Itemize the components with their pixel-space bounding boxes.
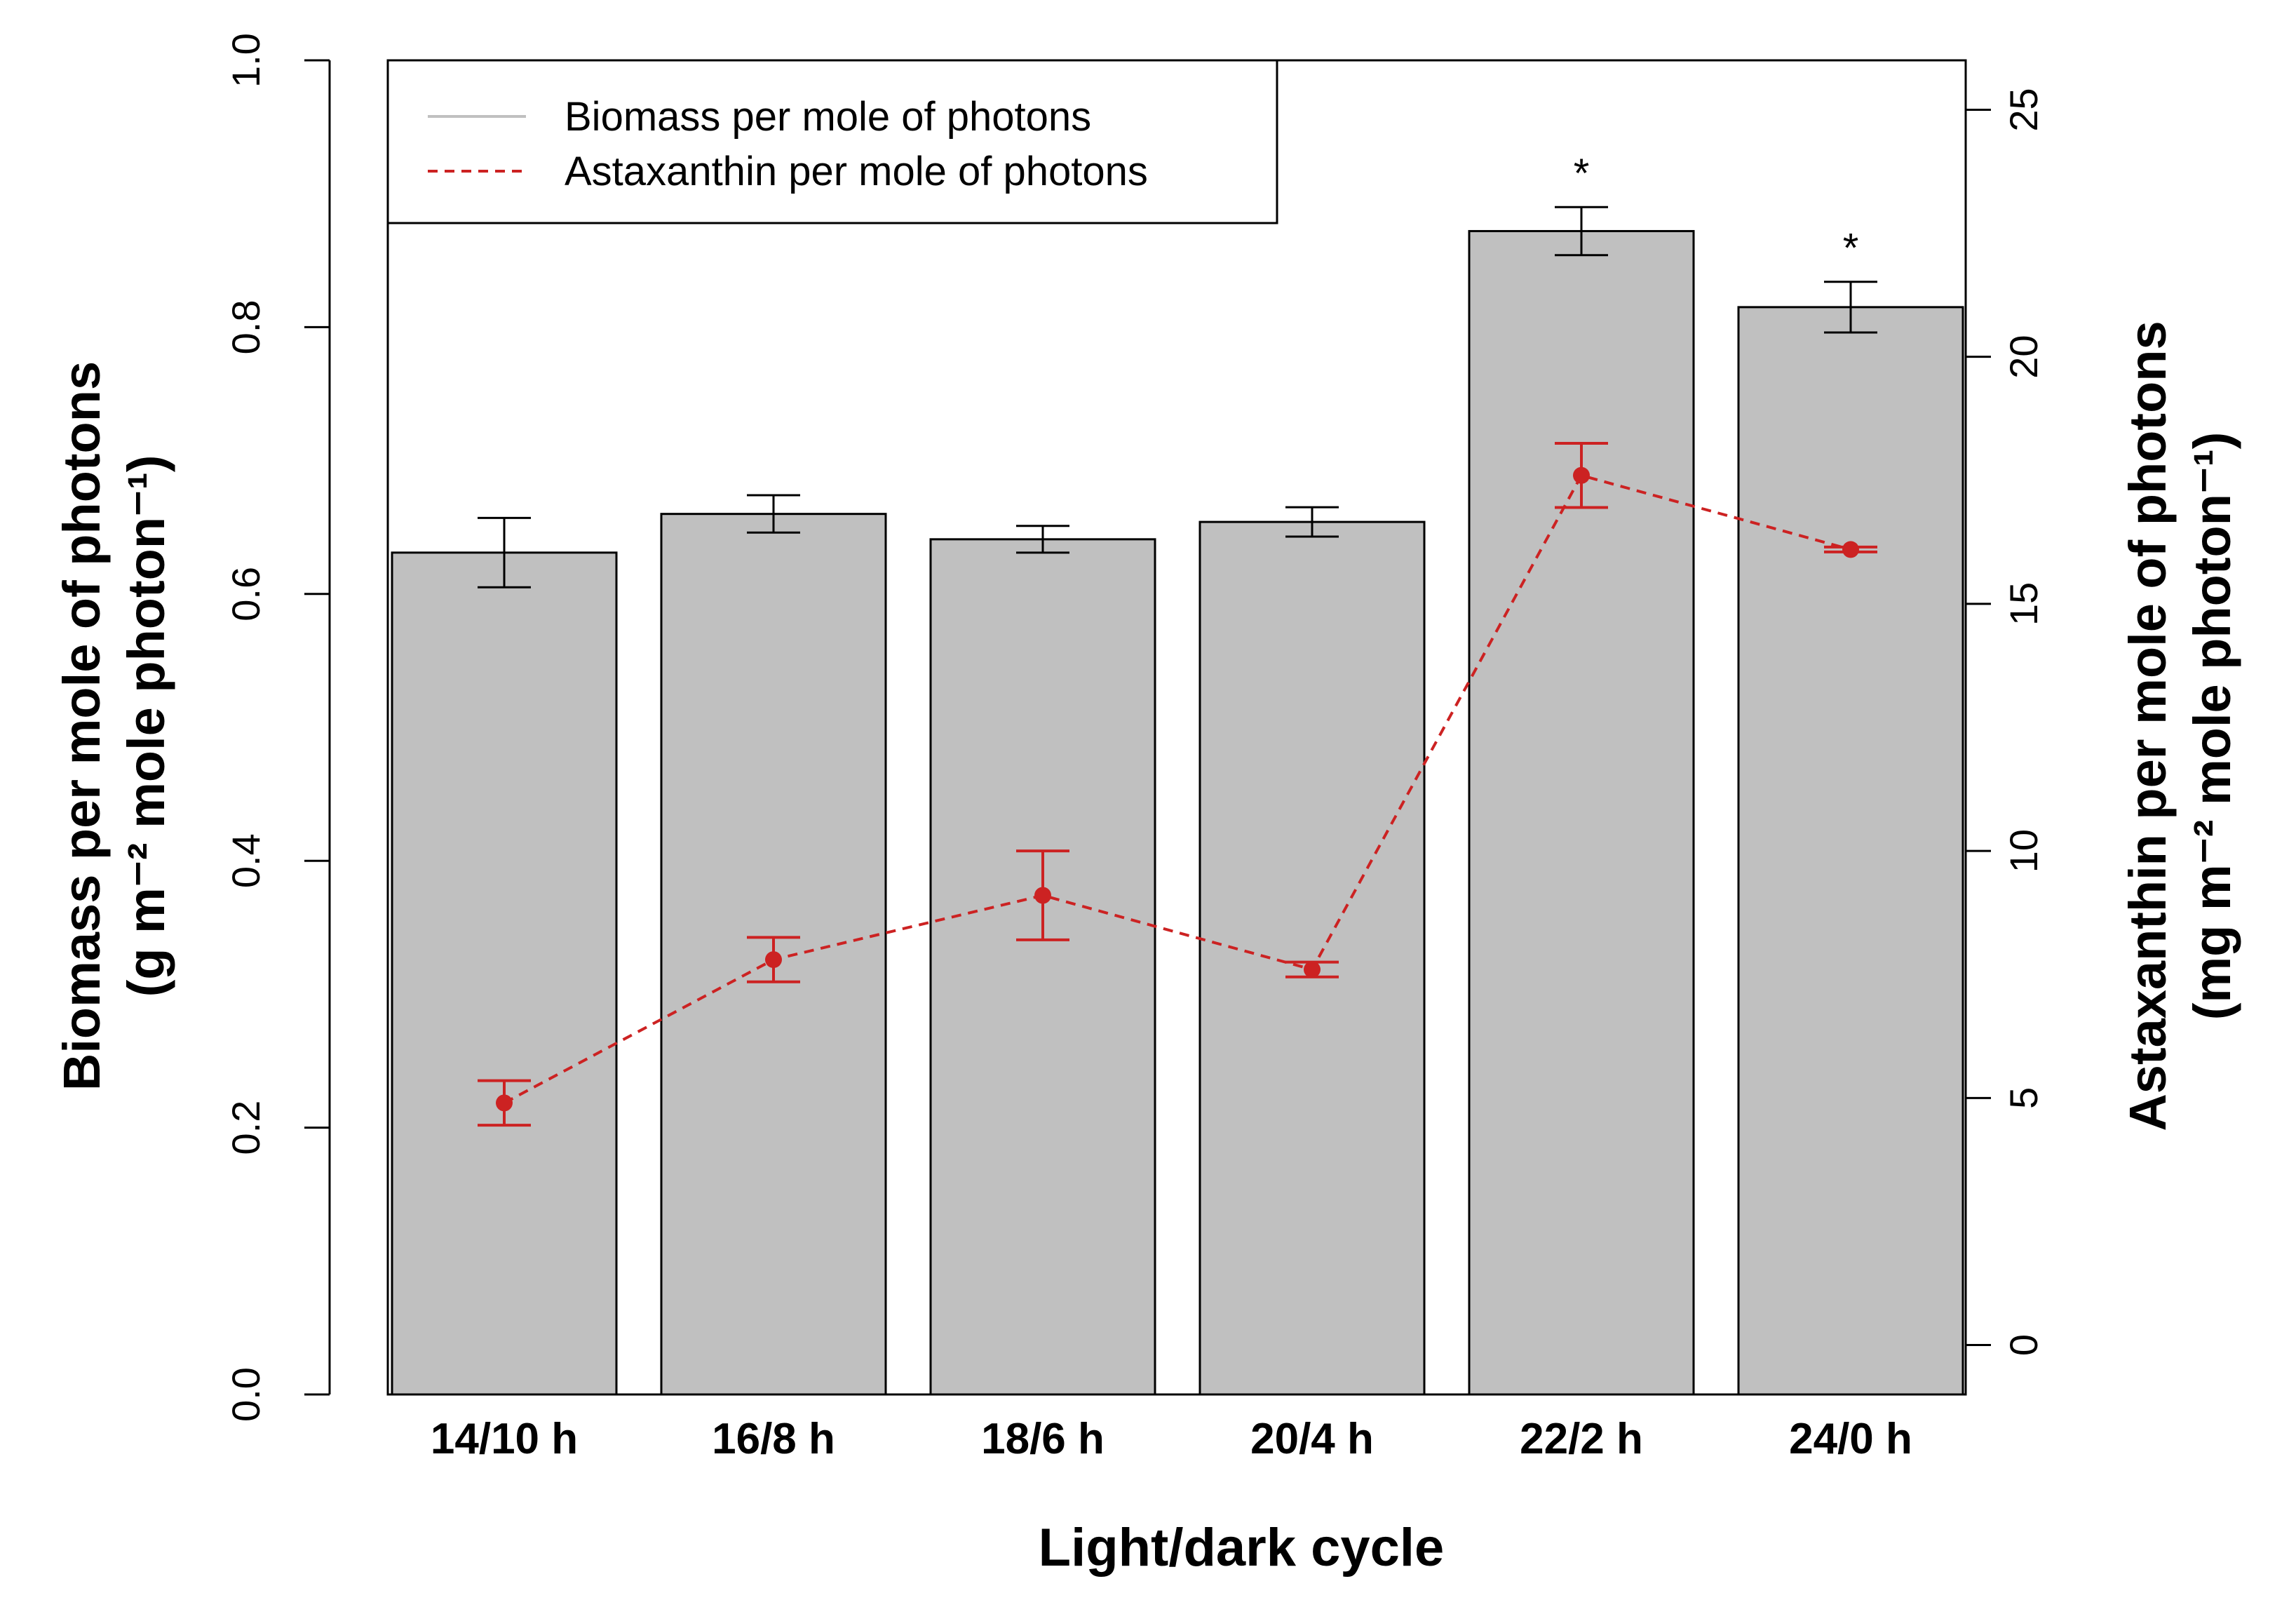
- astaxanthin-point-6: [1842, 541, 1859, 558]
- bars-layer: [391, 229, 1964, 1396]
- bar-error-2: [747, 494, 800, 534]
- x-tick-label: 14/10 h: [431, 1415, 578, 1463]
- astaxanthin-point-3: [1034, 887, 1051, 904]
- left-y-tick-label: 1.0: [224, 33, 268, 88]
- bar-5: [1468, 229, 1695, 1396]
- left-y-tick-label: 0.8: [224, 300, 268, 354]
- astaxanthin-point-2: [765, 951, 782, 969]
- bar-error-1: [478, 516, 531, 589]
- significance-star-6: *: [1843, 226, 1859, 271]
- left-y-tick-label: 0.4: [224, 833, 268, 888]
- right-y-tick-label: 0: [2001, 1334, 2046, 1356]
- axes: 0.0 0.2 0.4 0.6 0.8 1.0 0 5 10 15 20 25 14/10 h 16/8 …: [224, 33, 2046, 1463]
- legend-label-astaxanthin: Astaxanthin per mole of photons: [565, 149, 1148, 194]
- bar-error-bars: [478, 206, 1877, 589]
- bar-1: [391, 551, 618, 1396]
- right-y-tick-label: 15: [2001, 582, 2046, 626]
- bar-3: [929, 538, 1156, 1396]
- astaxanthin-series: [478, 441, 1877, 1127]
- left-y-tick-label: 0.2: [224, 1101, 268, 1155]
- significance-markers: **: [1574, 151, 1859, 271]
- x-tick-label: 22/2 h: [1520, 1415, 1643, 1463]
- bar-error-3: [1016, 525, 1069, 554]
- x-tick-label: 24/0 h: [1789, 1415, 1912, 1463]
- y2-axis-title-line1: Astaxanthin per mole of photons: [2119, 321, 2177, 1131]
- x-tick-label: 20/4 h: [1250, 1415, 1374, 1463]
- x-tick-label: 18/6 h: [981, 1415, 1105, 1463]
- bar-error-6: [1824, 281, 1877, 334]
- y-axis-title-line2: (g m⁻² mole photon⁻¹): [117, 455, 175, 997]
- x-axis-title: Light/dark cycle: [1039, 1518, 1445, 1578]
- right-y-tick-label: 20: [2001, 335, 2046, 379]
- left-y-axis-title: Biomass per mole of photons (g m⁻² mole …: [53, 361, 175, 1091]
- right-y-tick-label: 25: [2001, 88, 2046, 131]
- right-y-axis-title: Astaxanthin per mole of photons (mg m⁻² …: [2119, 321, 2241, 1131]
- bar-4: [1198, 520, 1426, 1396]
- bar-error-5: [1555, 206, 1608, 257]
- y-axis-title-line1: Biomass per mole of photons: [53, 361, 111, 1091]
- right-y-tick-label: 5: [2001, 1087, 2046, 1109]
- y2-axis-title-line2: (mg m⁻² mole photon⁻¹): [2183, 432, 2241, 1021]
- astaxanthin-point-5: [1573, 466, 1590, 484]
- left-y-tick-label: 0.6: [224, 567, 268, 621]
- plot-frame: [386, 59, 1967, 1396]
- legend: Biomass per mole of photons Astaxanthin …: [386, 59, 1278, 224]
- bar-6: [1737, 306, 1964, 1396]
- bar-error-4: [1285, 506, 1339, 538]
- x-tick-label: 16/8 h: [712, 1415, 835, 1463]
- legend-label-biomass: Biomass per mole of photons: [565, 94, 1091, 140]
- significance-star-5: *: [1574, 151, 1590, 196]
- left-y-tick-label: 0.0: [224, 1367, 268, 1422]
- astaxanthin-point-1: [496, 1094, 513, 1112]
- right-y-tick-label: 10: [2001, 829, 2046, 873]
- legend-box: [386, 59, 1278, 224]
- astaxanthin-point-4: [1304, 961, 1321, 979]
- astaxanthin-line: [504, 473, 1851, 1105]
